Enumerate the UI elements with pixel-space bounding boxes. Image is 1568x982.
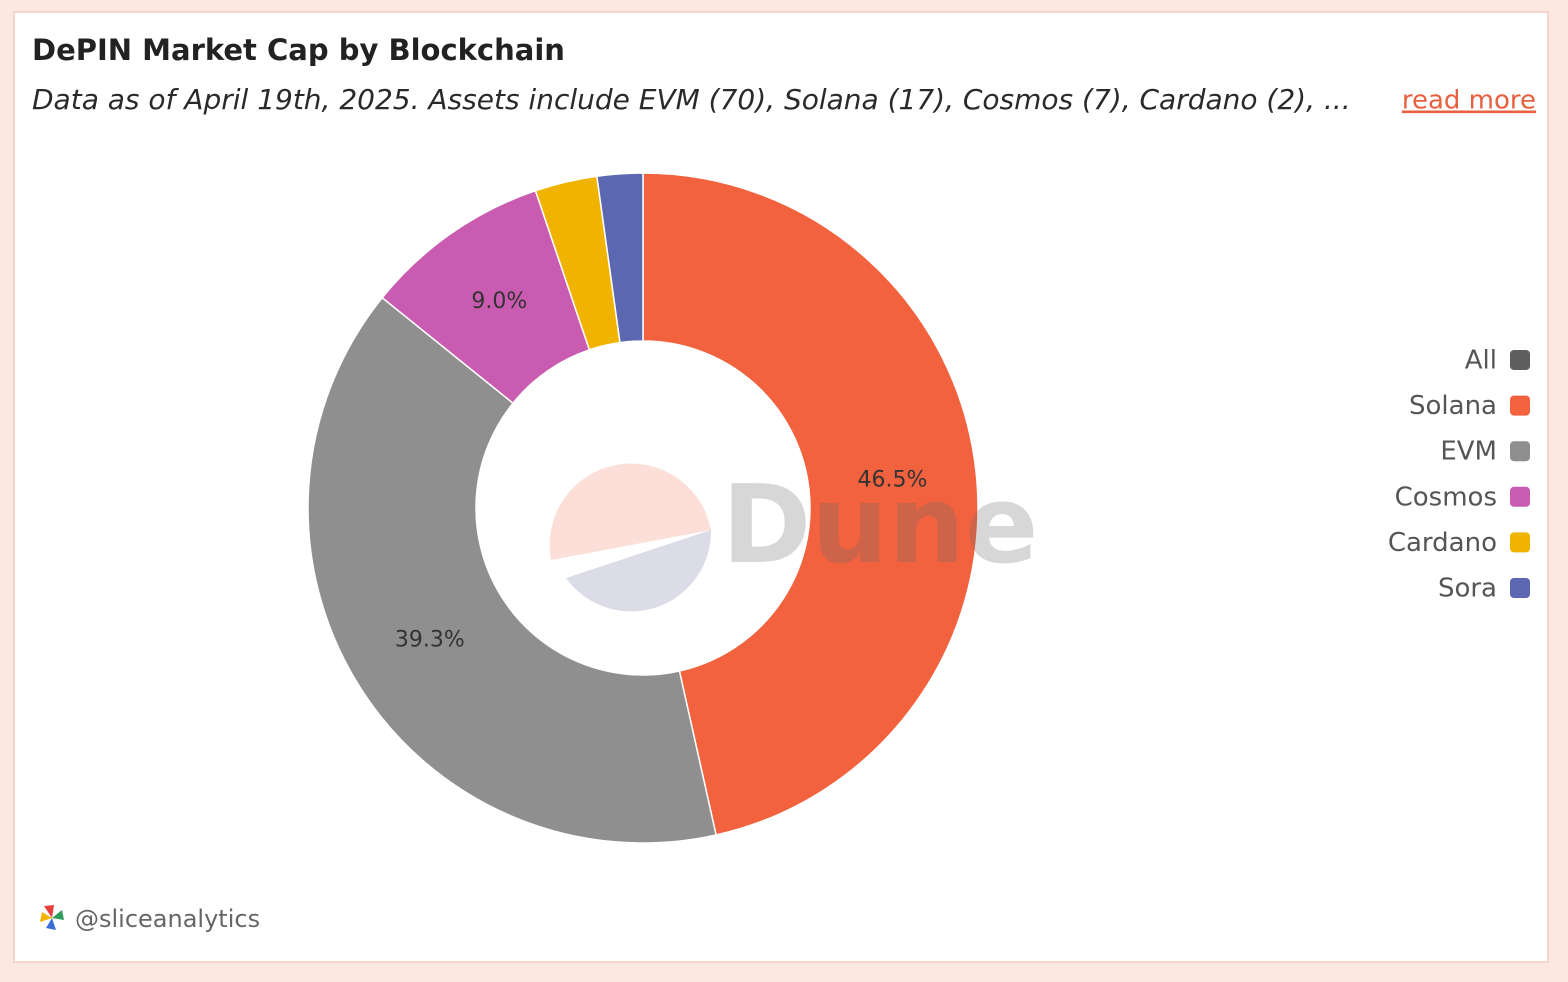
data-label: 9.0%	[471, 289, 527, 314]
legend-label: Cardano	[1388, 528, 1497, 558]
chart-subtitle: Data as of April 19th, 2025. Assets incl…	[32, 83, 1351, 116]
author-logo	[40, 905, 64, 930]
data-label: 46.5%	[858, 467, 928, 492]
chart-title: DePIN Market Cap by Blockchain	[32, 33, 565, 67]
watermark-logo	[566, 530, 712, 612]
watermark: Dune	[549, 463, 1039, 612]
data-label: 39.3%	[395, 627, 465, 652]
legend-swatch	[1510, 350, 1530, 370]
read-more-link[interactable]: read more	[1402, 86, 1536, 116]
legend: All Solana EVM Cosmos Cardano Sora	[1388, 346, 1530, 604]
slice	[307, 296, 717, 844]
legend-swatch	[1510, 441, 1530, 462]
legend-label: Sora	[1438, 574, 1497, 604]
watermark-logo	[549, 463, 711, 560]
legend-label: All	[1465, 346, 1497, 376]
legend-label: Cosmos	[1395, 482, 1497, 512]
legend-swatch	[1510, 578, 1530, 598]
legend-swatch	[1510, 395, 1530, 416]
legend-swatch	[1510, 486, 1530, 507]
slice	[595, 172, 644, 344]
slice	[642, 172, 979, 836]
watermark-text: Dune	[722, 463, 1039, 588]
donut: 46.5% 39.3% 9.0%	[307, 172, 979, 844]
author: @sliceanalytics	[75, 905, 260, 933]
legend-label: Solana	[1409, 391, 1497, 421]
legend-label: EVM	[1440, 437, 1497, 467]
legend-swatch	[1510, 532, 1530, 553]
